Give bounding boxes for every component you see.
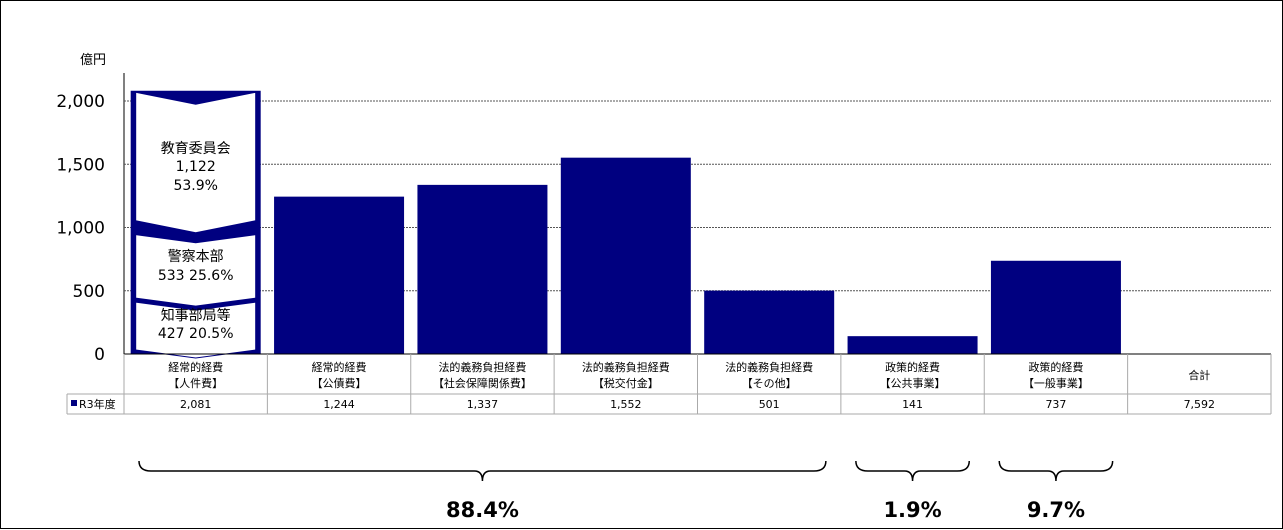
series-label: R3年度: [79, 397, 116, 411]
group-share-label: 9.7%: [1027, 498, 1085, 522]
y-tick-label: 1,500: [56, 155, 105, 175]
legend-key: [71, 400, 77, 406]
category-label: 【人件費】: [168, 376, 223, 390]
breakdown-value-governor: 427 20.5%: [158, 326, 234, 342]
bar: [560, 157, 691, 354]
y-tick-label: 0: [94, 345, 105, 365]
breakdown-value-police: 533 25.6%: [158, 268, 234, 284]
table-value: 2,081: [180, 398, 212, 411]
bar: [417, 184, 548, 354]
category-label: 経常的経費: [312, 360, 367, 374]
breakdown-share-education: 53.9%: [173, 178, 217, 194]
y-tick-label: 1,000: [56, 219, 105, 239]
table-value: 1,337: [467, 398, 499, 411]
category-label: 経常的経費: [168, 360, 223, 374]
group-brace: [998, 460, 1114, 482]
table-value: 1,244: [323, 398, 355, 411]
bar: [990, 260, 1121, 354]
category-label: 法的義務負担経費: [438, 360, 526, 374]
category-label: 【公共事業】: [880, 377, 946, 390]
bar: [274, 196, 405, 354]
y-tick-label: 2,000: [56, 92, 105, 112]
bar: [847, 336, 978, 354]
table-value: 737: [1045, 398, 1066, 411]
group-share-label: 1.9%: [883, 498, 941, 522]
group-share-label: 88.4%: [446, 498, 519, 522]
breakdown-label-governor: 知事部局等: [161, 307, 231, 324]
y-unit-label: 億円: [80, 52, 106, 68]
breakdown-label-education: 教育委員会: [161, 141, 231, 157]
y-tick-label: 500: [73, 282, 105, 302]
table-value: 141: [902, 398, 923, 411]
breakdown-value-education: 1,122: [176, 159, 216, 175]
category-label: 政策的経費: [1028, 360, 1083, 374]
table-value: 1,552: [610, 398, 642, 411]
table-value: 7,592: [1184, 398, 1216, 411]
category-label: 法的義務負担経費: [725, 360, 813, 374]
breakdown-box-education: [135, 91, 257, 234]
breakdown-box-governor: [135, 301, 257, 359]
category-label: 【税交付金】: [593, 376, 659, 390]
group-brace: [855, 460, 970, 482]
bar: [704, 290, 835, 354]
category-label: 【社会保障関係費】: [433, 376, 532, 390]
breakdown-label-police: 警察本部: [168, 248, 224, 265]
table-value: 501: [759, 398, 780, 411]
category-label: 政策的経費: [885, 360, 940, 374]
category-label: 法的義務負担経費: [582, 360, 670, 374]
breakdown-box-police: [135, 234, 257, 307]
category-label: 【一般事業】: [1023, 377, 1089, 390]
category-label: 合計: [1188, 368, 1210, 382]
category-label: 【公債費】: [312, 376, 367, 390]
category-label: 【その他】: [742, 377, 797, 390]
group-brace: [138, 460, 827, 482]
